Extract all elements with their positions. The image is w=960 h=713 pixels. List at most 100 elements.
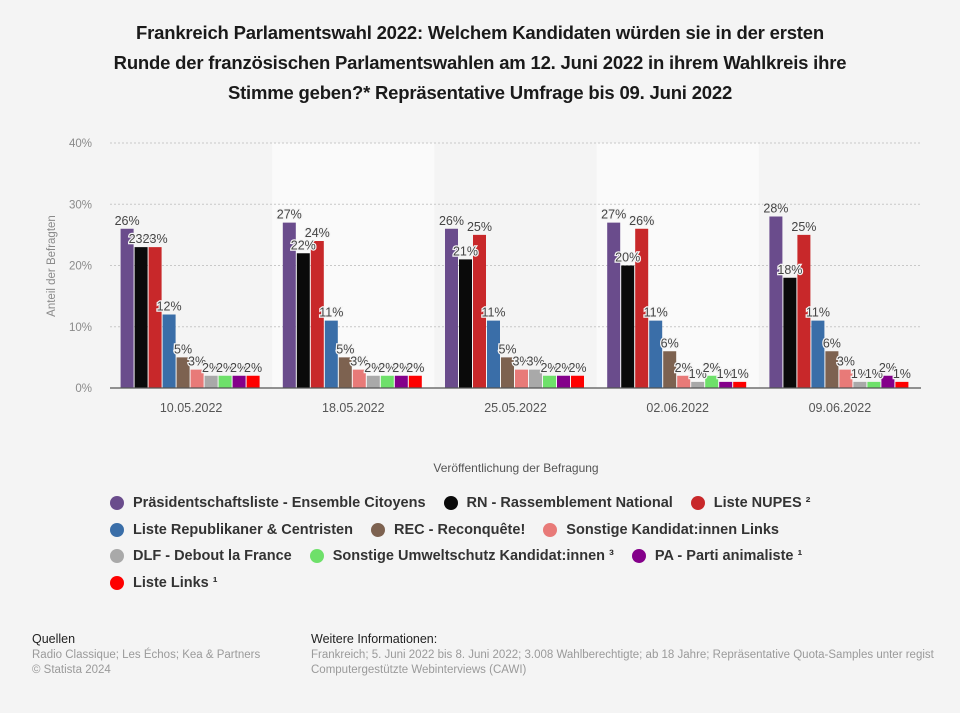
legend-item[interactable]: Liste Links ¹: [110, 575, 218, 591]
bar[interactable]: [733, 381, 747, 388]
x-axis-ticks: 10.05.2022 18.05.2022 25.05.2022 02.06.2022…: [160, 401, 871, 415]
legend-item[interactable]: PA - Parti animaliste ¹: [631, 548, 802, 564]
legend-dot-icon: [110, 496, 124, 511]
bar[interactable]: [120, 228, 134, 388]
bar[interactable]: [134, 247, 148, 388]
data-label: 5%: [498, 342, 516, 356]
bar[interactable]: [529, 369, 542, 388]
legend-label: DLF - Debout la France: [133, 548, 292, 565]
legend-item[interactable]: DLF - Debout la France: [110, 548, 292, 564]
bar[interactable]: [515, 369, 528, 388]
legend-item[interactable]: Liste Republikaner & Centristen: [110, 522, 353, 538]
bar[interactable]: [621, 265, 635, 389]
bar[interactable]: [543, 375, 556, 388]
data-label: 2%: [216, 361, 234, 375]
data-label: 11%: [481, 306, 505, 320]
bar[interactable]: [473, 234, 486, 388]
data-label: 1%: [893, 367, 911, 381]
sources-text: Radio Classique; Les Échos; Kea & Partne…: [32, 649, 261, 661]
bar[interactable]: [867, 381, 881, 388]
legend-dot-icon: [631, 549, 646, 564]
x-tick-label: 25.05.2022: [484, 401, 547, 415]
bar[interactable]: [445, 228, 458, 388]
data-label: 27%: [601, 208, 626, 222]
legend-item[interactable]: REC - Reconquête!: [370, 522, 525, 538]
legend-dot-icon: [110, 575, 124, 590]
bar[interactable]: [380, 375, 394, 388]
legend-label: Sonstige Kandidat:innen Links: [566, 521, 779, 538]
bar[interactable]: [607, 222, 621, 388]
bar[interactable]: [148, 247, 162, 388]
bar[interactable]: [176, 357, 190, 388]
data-label: 22%: [291, 238, 316, 252]
chart-title: Frankreich Parlamentswahl 2022: Welchem …: [40, 18, 920, 108]
bar[interactable]: [557, 375, 570, 388]
bar[interactable]: [218, 375, 232, 388]
bar[interactable]: [719, 381, 733, 388]
bar[interactable]: [811, 320, 825, 388]
bar[interactable]: [487, 320, 500, 388]
bar[interactable]: [783, 277, 797, 388]
data-label: 2%: [392, 361, 410, 375]
data-label: 18%: [777, 263, 802, 277]
data-label: 27%: [277, 208, 302, 222]
bar[interactable]: [162, 314, 176, 389]
bar[interactable]: [501, 357, 514, 388]
bar[interactable]: [394, 375, 408, 388]
title-line-1: Frankreich Parlamentswahl 2022: Welchem …: [136, 22, 824, 43]
y-tick-label: 20%: [69, 261, 92, 273]
data-label: 3%: [837, 355, 855, 369]
legend-row: Liste Republikaner & Centristen REC - Rec…: [110, 517, 930, 544]
data-label: 5%: [336, 342, 354, 356]
data-label: 3%: [512, 355, 530, 369]
bar[interactable]: [705, 375, 719, 388]
bar[interactable]: [246, 375, 260, 388]
bar[interactable]: [459, 259, 472, 388]
bar[interactable]: [825, 351, 839, 388]
bar[interactable]: [677, 375, 691, 388]
bar[interactable]: [282, 222, 296, 388]
bar[interactable]: [204, 375, 218, 388]
bar[interactable]: [296, 253, 310, 388]
y-tick-label: 30%: [69, 199, 92, 211]
bar[interactable]: [881, 375, 895, 388]
bar[interactable]: [571, 375, 584, 388]
legend-item[interactable]: Sonstige Kandidat:innen Links: [543, 522, 779, 538]
data-label: 23%: [129, 232, 154, 246]
data-label: 11%: [644, 306, 668, 320]
legend-row: Liste Links ¹: [110, 570, 930, 597]
legend-item[interactable]: Präsidentschaftsliste - Ensemble Citoyen…: [110, 495, 426, 511]
bar[interactable]: [232, 375, 246, 388]
bar[interactable]: [663, 351, 677, 388]
bar[interactable]: [769, 216, 783, 389]
data-label: 2%: [554, 361, 572, 375]
x-tick-label: 18.05.2022: [322, 401, 385, 415]
data-label: 2%: [244, 361, 262, 375]
data-label: 2%: [230, 361, 248, 375]
bar[interactable]: [635, 228, 649, 388]
bar[interactable]: [839, 369, 853, 388]
data-label: 2%: [202, 361, 220, 375]
legend-label: Liste Republikaner & Centristen: [133, 521, 353, 538]
data-label: 5%: [174, 342, 192, 356]
bar[interactable]: [895, 381, 909, 388]
legend-item[interactable]: Liste NUPES ²: [690, 495, 810, 511]
bar[interactable]: [338, 357, 352, 388]
bar[interactable]: [691, 381, 705, 388]
data-label: 11%: [319, 306, 343, 320]
bar[interactable]: [797, 234, 811, 388]
x-tick-label: 09.06.2022: [809, 401, 872, 415]
bar[interactable]: [366, 375, 380, 388]
bar[interactable]: [853, 381, 867, 388]
bar[interactable]: [190, 369, 204, 388]
data-label: 2%: [879, 361, 897, 375]
gridlines: [110, 142, 921, 328]
bar[interactable]: [324, 320, 338, 388]
bar[interactable]: [352, 369, 366, 388]
bar[interactable]: [649, 320, 663, 388]
bar[interactable]: [408, 375, 422, 388]
legend-item[interactable]: RN - Rassemblement National: [443, 495, 673, 511]
bar[interactable]: [310, 241, 324, 388]
legend-item[interactable]: Sonstige Umweltschutz Kandidat:innen ³: [309, 548, 614, 564]
data-label: 3%: [350, 355, 368, 369]
